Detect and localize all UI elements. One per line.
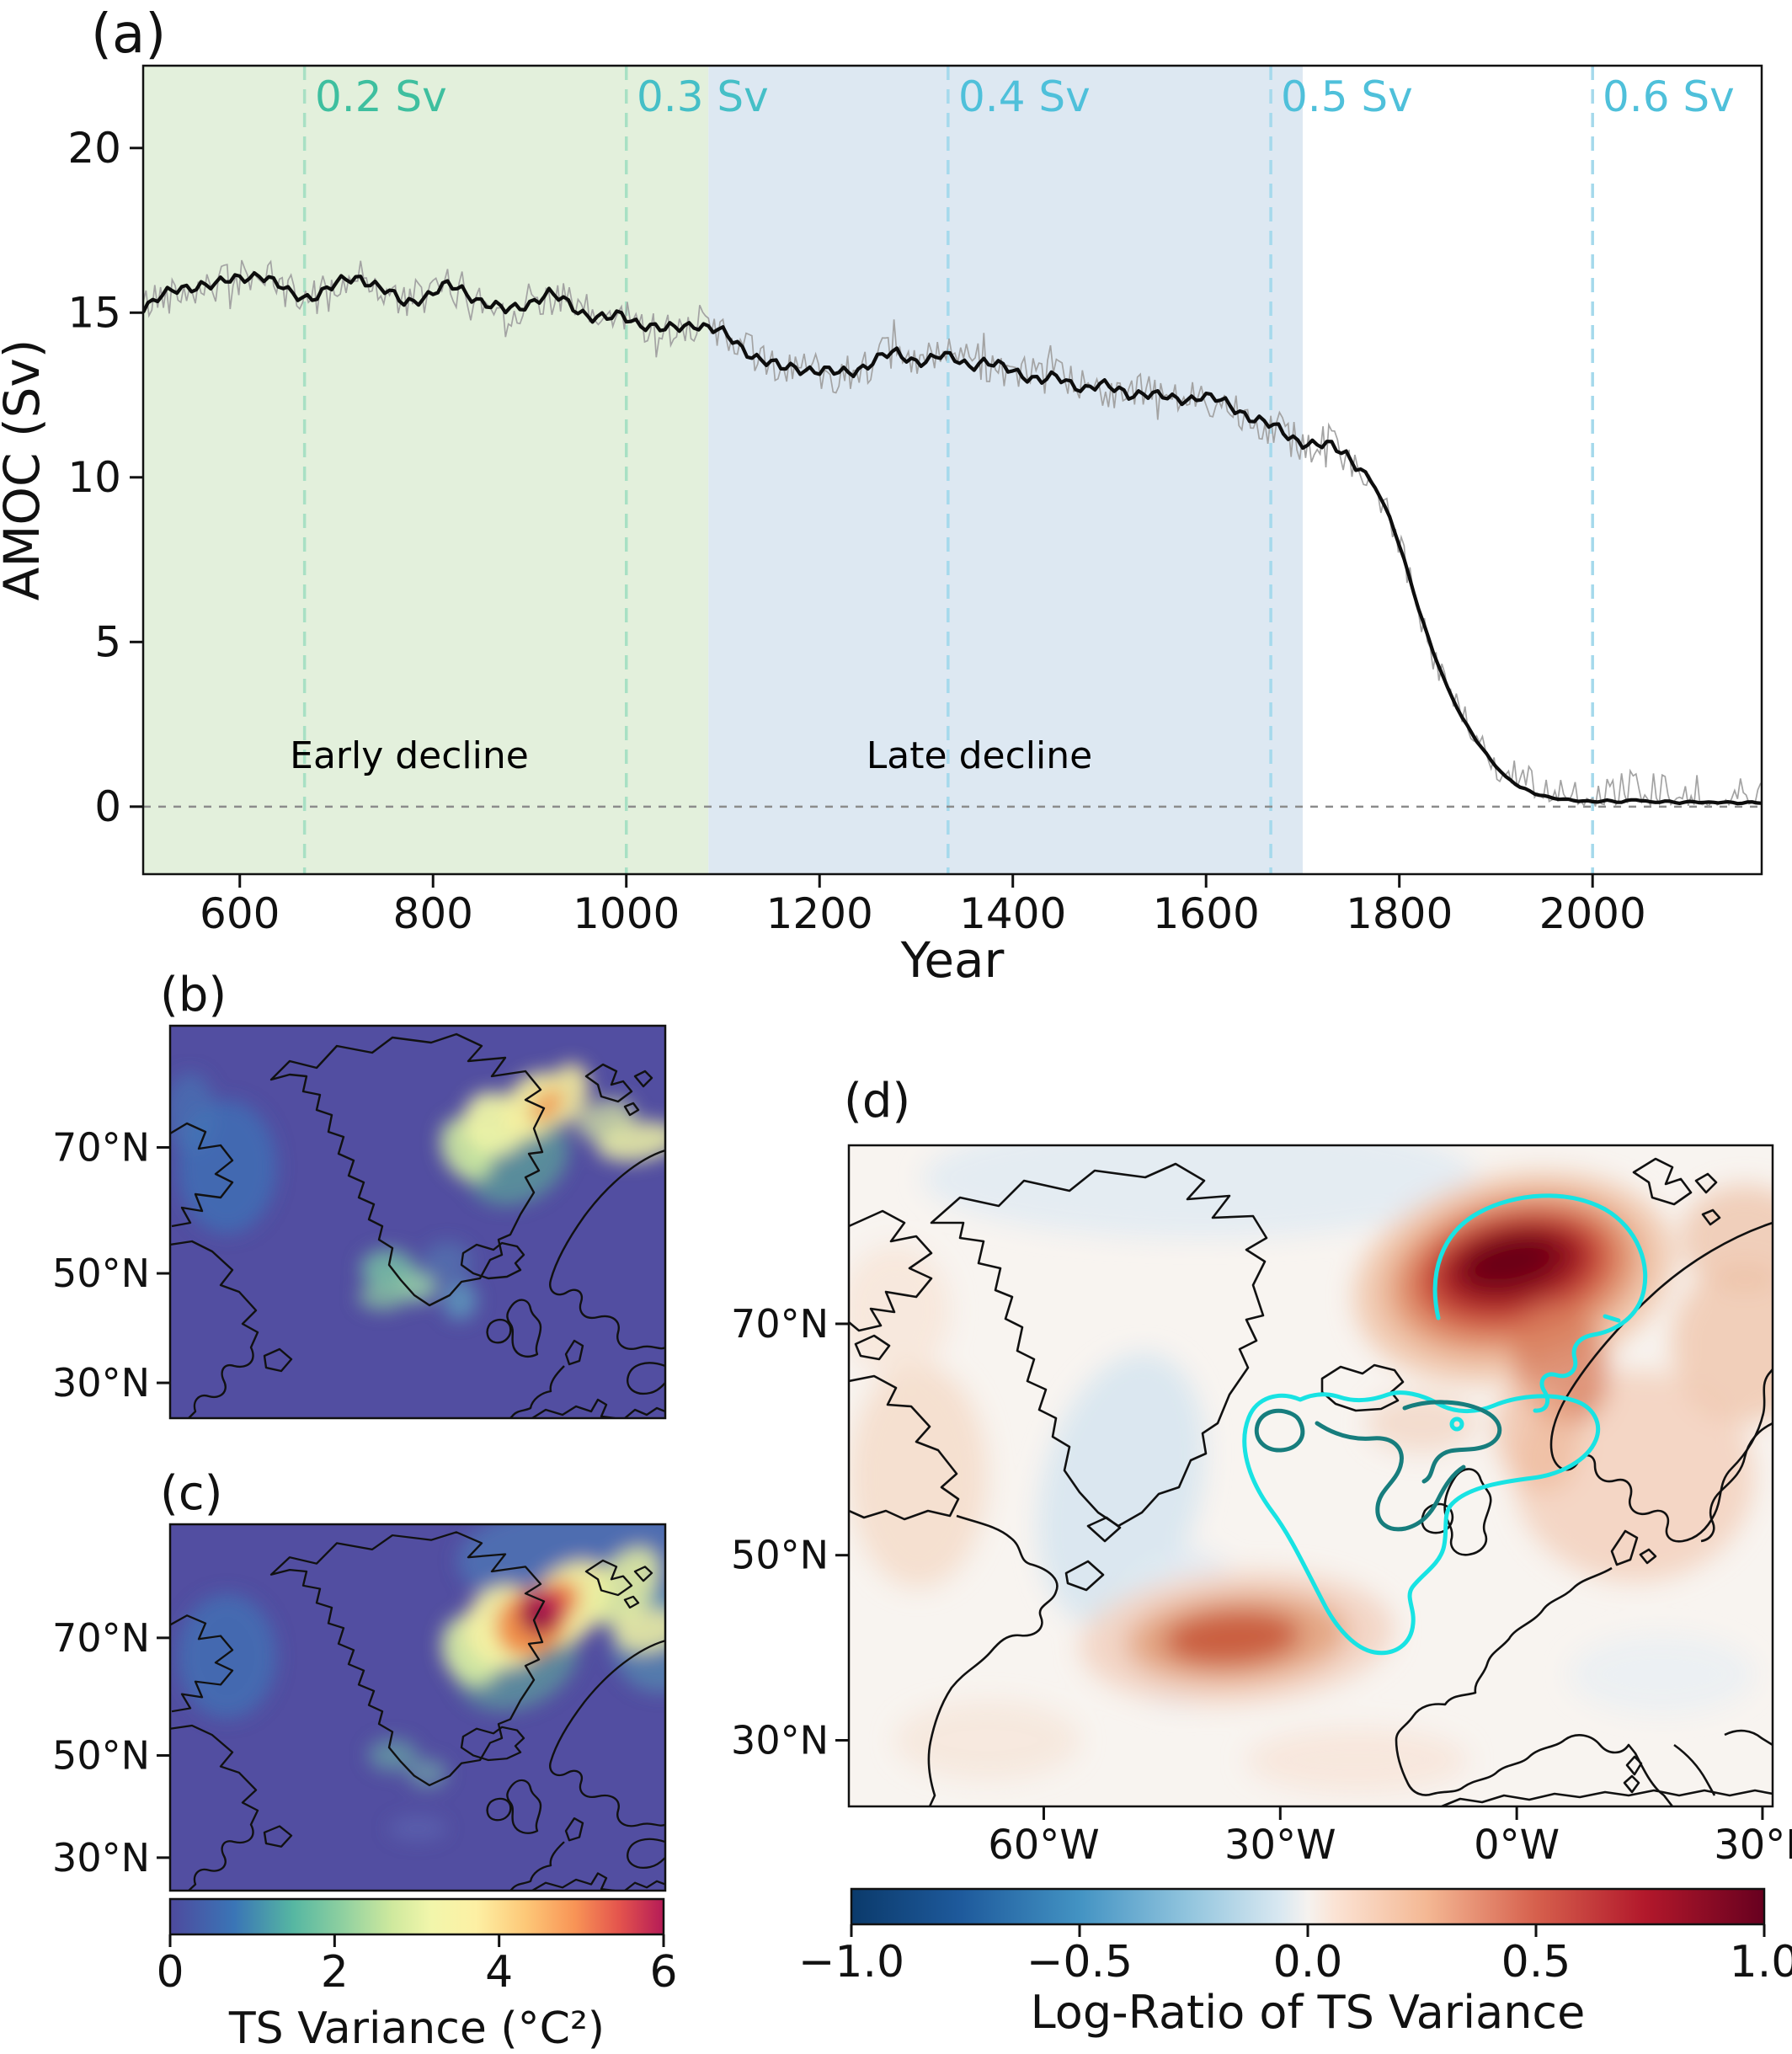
heat-blob bbox=[442, 1280, 477, 1320]
heat-blob bbox=[520, 1599, 555, 1636]
logratio-colorbar-label: Log-Ratio of TS Variance bbox=[1031, 1986, 1586, 2039]
colorbar-tick-label: 2 bbox=[321, 1947, 349, 1998]
logratio-colorbar-ticks: −1.0 −0.5 0.0 0.5 1.0 bbox=[798, 1924, 1792, 1987]
map-b-variance-field bbox=[170, 1063, 665, 1320]
heat-blob bbox=[577, 1098, 635, 1141]
significance-contour-cyan bbox=[1603, 1314, 1621, 1323]
lon-tick-label: 30°E bbox=[1714, 1822, 1792, 1869]
x-tick-label: 600 bbox=[200, 889, 280, 938]
heat-blob bbox=[1680, 1185, 1773, 1291]
y-tick-label: 5 bbox=[94, 617, 121, 666]
lat-tick-label: 30°N bbox=[52, 1835, 150, 1881]
late-decline-label: Late decline bbox=[867, 734, 1092, 777]
heat-blob bbox=[894, 1700, 1080, 1780]
x-tick-label: 1000 bbox=[573, 889, 680, 938]
heat-blob bbox=[849, 1244, 951, 1377]
x-tick-label: 1400 bbox=[959, 889, 1066, 938]
panel-b-frame bbox=[168, 1024, 667, 1420]
lat-tick-label: 50°N bbox=[52, 1732, 150, 1778]
x-tick-label: 1800 bbox=[1346, 889, 1453, 938]
colorbar-tick-label: 6 bbox=[649, 1947, 677, 1998]
panel-b-label: (b) bbox=[160, 968, 227, 1022]
heat-blob bbox=[849, 1363, 988, 1588]
hosing-label-0.3sv: 0.3 Sv bbox=[637, 72, 769, 121]
colorbar-tick-label: 0 bbox=[156, 1947, 184, 1998]
ts-colorbar-label: TS Variance (°C²) bbox=[228, 2003, 605, 2054]
y-tick-label: 20 bbox=[67, 124, 121, 173]
lon-tick-label: 60°W bbox=[988, 1822, 1100, 1869]
significance-contour-cyan bbox=[1432, 1193, 1648, 1413]
heat-blob bbox=[591, 1546, 660, 1627]
logratio-colorbar bbox=[850, 1887, 1766, 1926]
heat-blob bbox=[387, 1815, 448, 1842]
panel-a-frame bbox=[141, 64, 1763, 876]
lat-tick-label: 70°N bbox=[52, 1615, 150, 1661]
colorbar-tick-label: −1.0 bbox=[798, 1937, 904, 1987]
heat-blob bbox=[422, 1241, 472, 1281]
x-tick-label: 800 bbox=[393, 889, 473, 938]
heat-blob bbox=[1163, 1609, 1302, 1667]
y-tick-label: 15 bbox=[67, 288, 121, 337]
map-axis-ticks: 70°N 50°N 30°N 70°N 50°N 30°N 70°N 50°N 30°N 60°W… bbox=[52, 1124, 1792, 1880]
y-tick-label: 0 bbox=[94, 782, 121, 831]
hosing-label-0.6sv: 0.6 Sv bbox=[1603, 72, 1735, 121]
heat-blob bbox=[177, 1593, 277, 1719]
amoc-axes-ticks: 600 800 1000 1200 1400 1600 1800 2000 20 15 10 5 0 bbox=[67, 124, 1645, 938]
heat-blob bbox=[368, 1738, 418, 1772]
map-d-contours bbox=[1242, 1193, 1648, 1656]
shaded-period-early bbox=[143, 66, 709, 874]
panel-c-frame bbox=[168, 1523, 667, 1892]
significance-contour-cyan bbox=[1449, 1416, 1464, 1432]
lat-tick-label: 70°N bbox=[52, 1124, 150, 1170]
heat-blob bbox=[1671, 1264, 1773, 1423]
hosing-label-0.4sv: 0.4 Sv bbox=[958, 72, 1091, 121]
colorbar-tick-label: 4 bbox=[485, 1947, 513, 1998]
colorbar-tick-label: 0.0 bbox=[1273, 1937, 1343, 1987]
lat-tick-label: 70°N bbox=[731, 1301, 829, 1347]
heat-blob bbox=[1494, 1380, 1580, 1492]
panel-c-label: (c) bbox=[160, 1466, 222, 1521]
map-c-variance-field bbox=[177, 1524, 665, 1842]
lat-tick-label: 50°N bbox=[52, 1251, 150, 1296]
lat-tick-label: 30°N bbox=[731, 1718, 829, 1763]
heat-blob bbox=[170, 1072, 215, 1152]
heat-blob bbox=[922, 1145, 1477, 1238]
heat-blob bbox=[1464, 1235, 1555, 1287]
ts-colorbar-ticks: 0 2 4 6 bbox=[156, 1934, 678, 1998]
y-tick-label: 10 bbox=[67, 453, 121, 502]
panel-d-frame bbox=[847, 1144, 1774, 1808]
x-tick-label: 1200 bbox=[766, 889, 873, 938]
colorbar-tick-label: 1.0 bbox=[1730, 1937, 1792, 1987]
x-tick-label: 1600 bbox=[1153, 889, 1260, 938]
lon-tick-label: 30°W bbox=[1224, 1822, 1336, 1869]
lon-tick-label: 0°W bbox=[1474, 1822, 1560, 1869]
colorbar-tick-label: −0.5 bbox=[1027, 1937, 1133, 1987]
map-d-logratio-field bbox=[849, 1145, 1773, 1794]
panel-d-label: (d) bbox=[844, 1074, 910, 1128]
heat-blob bbox=[1569, 1634, 1755, 1715]
hosing-label-0.5sv: 0.5 Sv bbox=[1281, 72, 1413, 121]
heat-blob bbox=[1245, 1726, 1468, 1794]
amoc-timeseries-plot bbox=[143, 66, 1762, 874]
x-tick-label: 2000 bbox=[1539, 889, 1646, 938]
y-axis-title: AMOC (Sv) bbox=[0, 339, 51, 601]
early-decline-label: Early decline bbox=[290, 734, 529, 777]
significance-contour-teal bbox=[1315, 1421, 1466, 1532]
lat-tick-label: 50°N bbox=[731, 1533, 829, 1578]
heat-blob bbox=[358, 1283, 408, 1310]
hosing-label-0.2sv: 0.2 Sv bbox=[315, 72, 447, 121]
significance-contour-teal bbox=[1402, 1400, 1502, 1484]
heat-blob bbox=[397, 1271, 438, 1303]
panel-a-label: (a) bbox=[91, 3, 166, 66]
heat-blob bbox=[530, 1088, 563, 1124]
x-axis-title: Year bbox=[900, 931, 1005, 989]
shaded-period-late bbox=[708, 66, 1303, 874]
lat-tick-label: 30°N bbox=[52, 1360, 150, 1406]
ts-variance-colorbar bbox=[168, 1897, 665, 1936]
colorbar-tick-label: 0.5 bbox=[1501, 1937, 1571, 1987]
amoc-smoothed-series bbox=[143, 271, 1762, 806]
significance-contour-teal bbox=[1254, 1408, 1305, 1453]
